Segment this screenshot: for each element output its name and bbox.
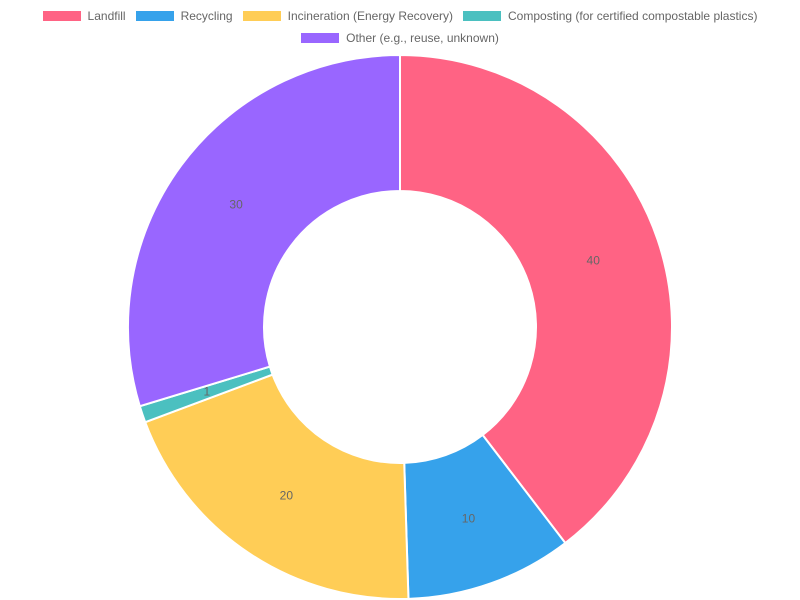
data-labels-group: 40 10 20 1 30 [203,198,600,526]
legend-label-landfill: Landfill [87,9,126,23]
legend-item-recycling[interactable]: Recycling [135,9,233,23]
slice-incineration[interactable] [143,373,410,600]
legend-label-incineration: Incineration (Energy Recovery) [287,9,454,23]
data-label-composting: 1 [203,385,210,399]
data-label-landfill: 40 [587,254,601,268]
legend-label-other: Other (e.g., reuse, unknown) [346,31,499,45]
legend-item-incineration[interactable]: Incineration (Energy Recovery) [242,9,454,23]
legend-swatch-incineration [242,11,281,21]
slice-other[interactable] [127,53,401,408]
legend-swatch-landfill [42,11,81,21]
legend-label-composting: Composting (for certified compostable pl… [508,9,758,23]
legend-item-other[interactable]: Other (e.g., reuse, unknown) [301,31,499,45]
legend-item-landfill[interactable]: Landfill [42,9,126,23]
legend-label-recycling: Recycling [180,9,233,23]
chart-legend: Landfill Recycling Incineration (Energy … [0,0,800,49]
legend-item-composting[interactable]: Composting (for certified compostable pl… [463,9,757,23]
slice-landfill[interactable] [399,53,673,545]
data-label-incineration: 20 [280,489,294,503]
data-label-other: 30 [229,198,243,212]
legend-swatch-composting [463,11,502,21]
legend-row-1: Landfill Recycling Incineration (Energy … [0,5,800,27]
legend-row-2: Other (e.g., reuse, unknown) [0,27,800,49]
legend-swatch-recycling [135,11,174,21]
legend-swatch-other [301,33,340,43]
data-label-recycling: 10 [462,511,476,525]
slices-group [127,53,673,600]
